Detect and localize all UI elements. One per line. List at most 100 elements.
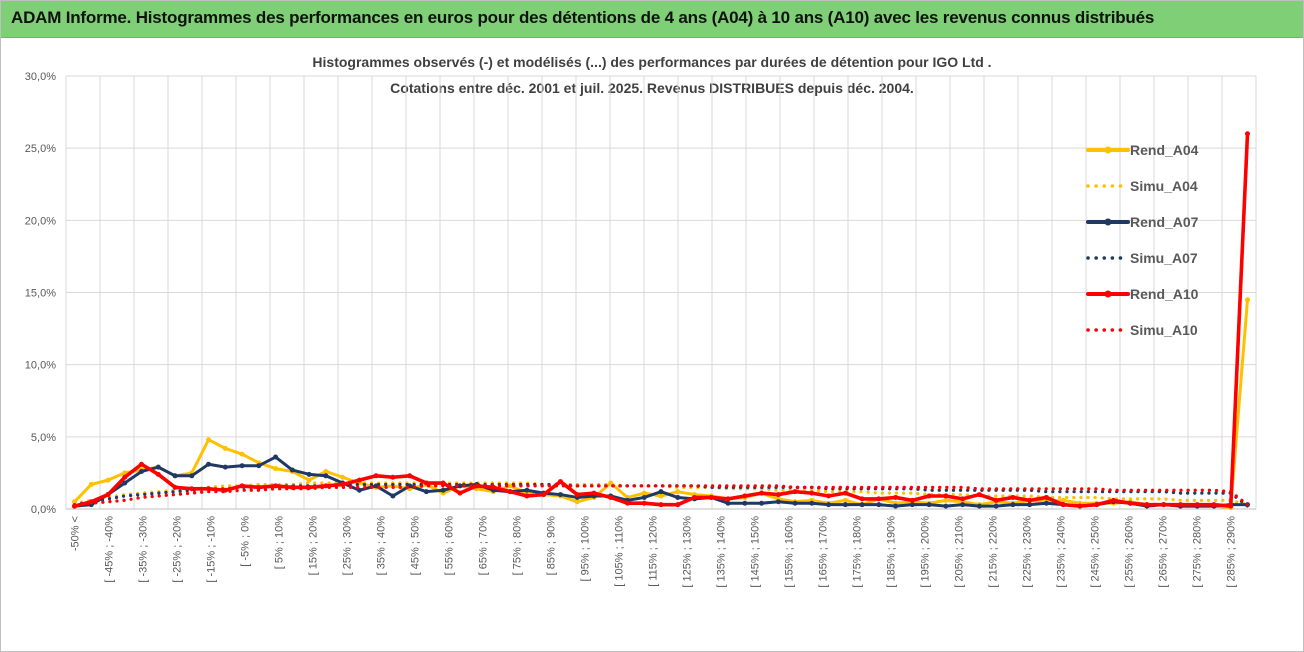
- data-point: [105, 492, 111, 498]
- x-tick-label: [ 225% ; 230%: [1022, 516, 1034, 588]
- data-point: [976, 492, 982, 498]
- legend-label-rend_a07: Rend_A07: [1130, 214, 1199, 230]
- y-tick-label: 5,0%: [31, 432, 56, 444]
- data-point: [323, 483, 329, 489]
- data-point: [457, 483, 463, 489]
- data-point: [1110, 497, 1116, 503]
- x-tick-label: [ 215% ; 220%: [988, 516, 1000, 588]
- x-tick-label: [ 155% ; 160%: [784, 516, 796, 588]
- x-tick-label: [ 185% ; 190%: [886, 516, 898, 588]
- x-tick-label: [ 65% ; 70%: [478, 516, 490, 576]
- data-point: [909, 502, 915, 508]
- gridlines: [65, 75, 1257, 510]
- data-point: [876, 502, 882, 508]
- data-point: [658, 493, 664, 499]
- data-point: [692, 494, 698, 500]
- x-tick-label: [ -25% ; -20%: [172, 516, 184, 583]
- data-point: [122, 480, 128, 486]
- data-point: [1010, 494, 1016, 500]
- data-point: [775, 492, 781, 498]
- data-point: [122, 474, 128, 480]
- chart-title-line1: Histogrammes observés (-) et modélisés (…: [312, 54, 992, 70]
- data-point: [574, 492, 580, 498]
- y-tick-label: 25,0%: [25, 143, 56, 155]
- data-point: [675, 489, 681, 495]
- x-tick-label: [ 55% ; 60%: [444, 516, 456, 576]
- data-point: [608, 494, 614, 500]
- data-point: [926, 493, 932, 499]
- y-tick-label: 0,0%: [31, 504, 56, 516]
- x-tick-label: [ 275% ; 280%: [1192, 516, 1204, 588]
- legend-label-rend_a10: Rend_A10: [1130, 286, 1199, 302]
- x-tick-label: [ 5% ; 10%: [274, 516, 286, 569]
- data-point: [842, 502, 848, 508]
- data-point: [206, 461, 212, 467]
- data-point: [222, 445, 228, 451]
- y-axis: 0,0% 5,0% 10,0% 15,0% 20,0% 25,0% 30,0%: [25, 71, 56, 516]
- data-point: [1043, 494, 1049, 500]
- legend-marker: [1104, 290, 1112, 298]
- data-point: [1060, 497, 1066, 503]
- data-point: [239, 483, 245, 489]
- data-point: [926, 502, 932, 508]
- legend-label-rend_a04: Rend_A04: [1130, 142, 1199, 158]
- data-point: [641, 500, 647, 506]
- x-tick-label: [ 105% ; 110%: [614, 516, 626, 587]
- legend-label-simu_a10: Simu_A10: [1130, 322, 1198, 338]
- data-point: [658, 489, 664, 495]
- x-tick-label: [ 125% ; 130%: [682, 516, 694, 588]
- data-point: [775, 499, 781, 505]
- x-tick-label: [ 245% ; 250%: [1090, 516, 1102, 588]
- legend: Rend_A04 Simu_A04 Rend_A07 Simu_A07 Rend_A10…: [1086, 142, 1199, 338]
- series-line-rend_a07: [73, 455, 1249, 508]
- x-tick-label: [ -15% ; -10%: [206, 516, 218, 583]
- x-tick-label: [ 265% ; 270%: [1158, 516, 1170, 588]
- data-point: [826, 502, 832, 508]
- x-tick-label: [ 75% ; 80%: [512, 516, 524, 576]
- legend-label-simu_a07: Simu_A07: [1130, 250, 1198, 266]
- data-point: [1010, 502, 1016, 508]
- data-point: [624, 500, 630, 506]
- data-point: [507, 489, 513, 495]
- data-point: [239, 451, 245, 457]
- data-point: [809, 500, 815, 506]
- data-point: [407, 473, 413, 479]
- x-tick-label: [ 235% ; 240%: [1056, 516, 1068, 588]
- legend-marker: [1104, 146, 1112, 154]
- data-point: [943, 503, 949, 509]
- data-point: [792, 489, 798, 495]
- data-point: [1027, 502, 1033, 508]
- x-tick-label: [ 175% ; 180%: [852, 516, 864, 588]
- report-title: ADAM Informe. Histogrammes des performan…: [11, 8, 1155, 27]
- data-point: [306, 471, 312, 477]
- data-point: [893, 503, 899, 509]
- data-point: [105, 477, 111, 483]
- data-point: [859, 496, 865, 502]
- data-point: [172, 473, 178, 479]
- data-point: [993, 503, 999, 509]
- data-point: [809, 490, 815, 496]
- data-point: [826, 493, 832, 499]
- data-point: [155, 464, 161, 470]
- data-point: [206, 437, 212, 443]
- data-point: [139, 468, 145, 474]
- data-point: [1245, 131, 1250, 137]
- data-point: [172, 484, 178, 490]
- data-point: [1245, 297, 1250, 303]
- data-point: [273, 483, 279, 489]
- data-point: [842, 497, 848, 503]
- x-tick-label: [ -35% ; -30%: [138, 516, 150, 583]
- data-point: [356, 477, 362, 483]
- x-tick-label: [ -5% ; 0%: [240, 516, 252, 567]
- plot-area: [72, 131, 1250, 511]
- data-point: [1043, 500, 1049, 506]
- data-point: [893, 494, 899, 500]
- data-point: [909, 497, 915, 503]
- data-point: [323, 473, 329, 479]
- data-point: [139, 461, 145, 467]
- x-tick-label: [ 195% ; 200%: [920, 516, 932, 588]
- data-point: [1094, 502, 1100, 508]
- data-point: [222, 464, 228, 470]
- legend-marker: [1104, 218, 1112, 226]
- data-point: [725, 500, 731, 506]
